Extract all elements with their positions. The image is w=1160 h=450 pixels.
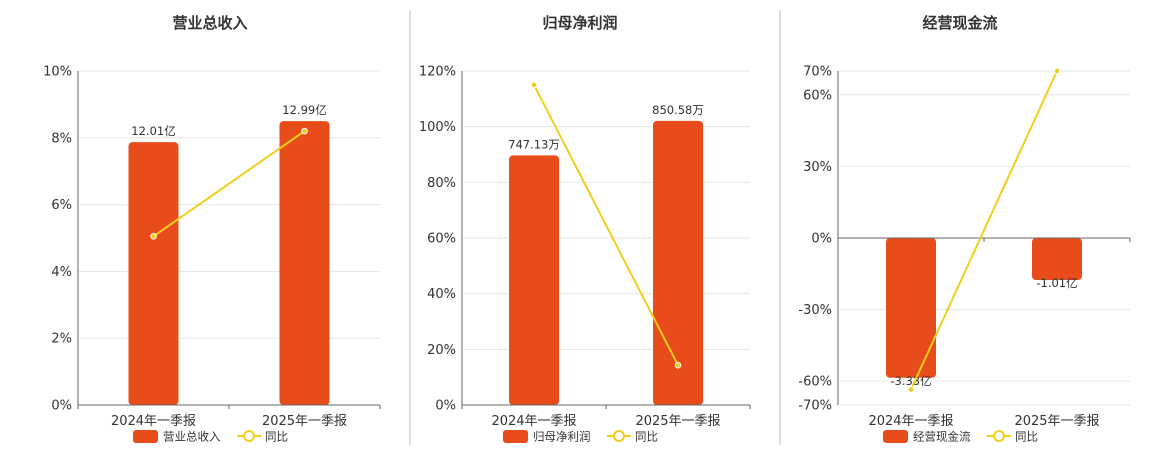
chart-title: 归母净利润	[542, 14, 617, 32]
y-tick-label: 0%	[435, 399, 456, 414]
yoy-line	[152, 130, 306, 238]
legend-label: 经营现金流	[913, 430, 971, 444]
y-tick-label: 60%	[427, 232, 456, 247]
category-label: 2025年一季报	[262, 414, 347, 429]
yoy-point	[301, 127, 308, 135]
chart-title: 营业总收入	[172, 14, 247, 32]
category-label: 2025年一季报	[1014, 414, 1099, 429]
y-tick-label: -70%	[798, 399, 832, 414]
y-tick-label: 30%	[803, 160, 832, 175]
yoy-point	[530, 81, 538, 89]
yoy-point	[150, 233, 157, 240]
legend-swatch-point	[613, 430, 625, 442]
y-tick-label: 2%	[51, 332, 72, 347]
legend-label: 归母净利润	[533, 430, 591, 444]
legend-swatch-point	[993, 430, 1005, 442]
legend-label: 营业总收入	[163, 430, 221, 444]
bar	[653, 120, 703, 406]
yoy-point	[907, 386, 915, 393]
y-tick-label: 0%	[51, 399, 72, 414]
legend-label: 同比	[635, 430, 658, 444]
category-label: 2024年一季报	[491, 414, 576, 429]
y-tick-label: 80%	[427, 176, 456, 191]
category-label: 2024年一季报	[111, 414, 196, 429]
bar	[509, 155, 559, 405]
y-tick-label: 6%	[51, 198, 72, 213]
bar	[279, 121, 330, 405]
bar-data-label: 850.58万	[652, 103, 704, 117]
legend-label: 同比	[1015, 430, 1038, 444]
y-tick-label: -30%	[798, 303, 832, 318]
yoy-line	[910, 70, 1058, 390]
y-tick-label: 60%	[803, 88, 832, 103]
y-tick-label: 4%	[51, 265, 72, 280]
yoy-line	[533, 84, 679, 366]
bar-data-label: 12.99亿	[282, 103, 326, 117]
bar	[886, 238, 936, 378]
legend-swatch-bar	[133, 430, 158, 443]
bar-data-label: 747.13万	[508, 137, 560, 151]
category-label: 2025年一季报	[635, 414, 720, 429]
bar-data-label: 12.01亿	[131, 124, 175, 138]
legend-swatch-bar	[503, 430, 528, 443]
y-tick-label: 120%	[419, 65, 456, 80]
y-tick-label: 10%	[43, 65, 72, 80]
legend-swatch-point	[243, 430, 255, 442]
bar-data-label: -1.01亿	[1036, 276, 1077, 290]
bar-data-label: -3.33亿	[890, 374, 931, 388]
bar	[1032, 238, 1082, 280]
y-tick-label: -60%	[798, 375, 832, 390]
yoy-point	[674, 361, 682, 369]
yoy-point	[1053, 67, 1061, 75]
chart-title: 经营现金流	[922, 14, 997, 32]
legend-swatch-bar	[883, 430, 908, 443]
category-label: 2024年一季报	[868, 414, 953, 429]
y-tick-label: 100%	[419, 120, 456, 135]
y-tick-label: 0%	[811, 232, 832, 247]
y-tick-label: 40%	[427, 287, 456, 302]
bar	[128, 142, 179, 405]
y-tick-label: 70%	[803, 65, 832, 80]
y-tick-label: 20%	[427, 343, 456, 358]
y-tick-label: 8%	[51, 131, 72, 146]
legend-label: 同比	[265, 430, 288, 444]
